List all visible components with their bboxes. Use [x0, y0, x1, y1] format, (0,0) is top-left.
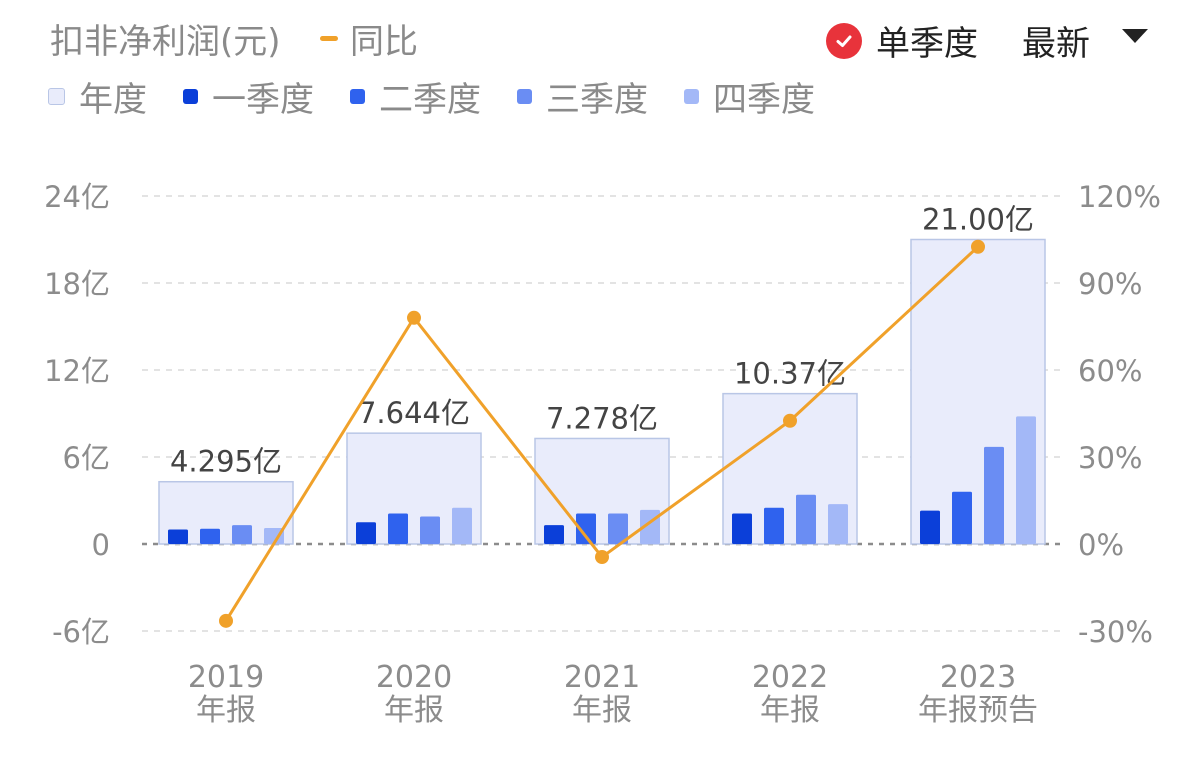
- legend-item-q1[interactable]: 一季度: [183, 72, 314, 121]
- metric-title: 扣非净利润(元): [50, 22, 281, 62]
- legend-label-q1: 一季度: [212, 80, 314, 120]
- legend-item-q4[interactable]: 四季度: [684, 72, 815, 121]
- yoy-legend: 同比: [320, 14, 418, 63]
- yoy-point: [407, 310, 421, 325]
- annual-value-label: 7.644亿: [358, 396, 470, 430]
- legend-item-annual[interactable]: 年度: [48, 72, 147, 121]
- quarter-bar-4: [264, 528, 284, 544]
- legend-item-q2[interactable]: 二季度: [350, 72, 481, 121]
- legend-label-q4: 四季度: [713, 80, 815, 120]
- legend-label-q3: 三季度: [546, 80, 648, 120]
- legend-swatch-q1: [183, 89, 198, 104]
- y-right-tick-label: 120%: [1078, 180, 1161, 214]
- y-left-tick-label: 0: [92, 528, 110, 562]
- y-right-tick-label: 30%: [1078, 441, 1142, 475]
- x-tick-period: 年报: [384, 693, 444, 728]
- check-icon: [826, 22, 862, 59]
- latest-label: 最新: [1022, 24, 1090, 64]
- single-quarter-toggle[interactable]: 单季度: [826, 16, 978, 65]
- y-left-tick-label: 6亿: [63, 441, 110, 475]
- quarter-bar-2: [952, 491, 972, 544]
- quarter-bar-2: [200, 528, 220, 544]
- quarter-bar-4: [1016, 416, 1036, 544]
- quarter-bar-1: [168, 529, 188, 544]
- legend-swatch-annual: [48, 88, 65, 105]
- legend-swatch-q3: [517, 89, 532, 104]
- x-tick-period: 年报预告: [918, 693, 1038, 728]
- quarter-bar-3: [232, 525, 252, 544]
- yoy-point: [219, 613, 233, 628]
- y-left-tick-label: -6亿: [52, 615, 110, 649]
- quarter-bar-4: [452, 507, 472, 544]
- single-quarter-label: 单季度: [876, 24, 978, 64]
- yoy-point: [595, 550, 609, 565]
- quarter-bar-2: [388, 513, 408, 544]
- quarter-bar-1: [356, 522, 376, 544]
- x-tick-year: 2020: [376, 660, 452, 695]
- chart-svg: 24亿 18亿 12亿 6亿 0 -6亿 120% 90% 60% 30% 0% -30% 4.295亿…: [44, 180, 1161, 728]
- series-legend: 年度 一季度 二季度 三季度 四季度: [48, 72, 851, 121]
- line-dash-icon: [320, 36, 338, 41]
- y-right-tick-label: -30%: [1078, 615, 1153, 649]
- yoy-point: [971, 239, 985, 254]
- y-left-tick-label: 24亿: [44, 180, 110, 214]
- quarter-bar-1: [732, 513, 752, 544]
- quarter-bar-3: [796, 494, 816, 544]
- x-tick-year: 2023: [940, 660, 1016, 695]
- x-tick-year: 2022: [752, 660, 828, 695]
- quarter-bar-3: [984, 446, 1004, 544]
- x-tick-year: 2021: [564, 660, 640, 695]
- annual-value-label: 7.278亿: [546, 401, 658, 435]
- chart-header: 扣非净利润(元) 同比 单季度 最新: [0, 0, 1200, 70]
- y-right-tick-label: 0%: [1078, 528, 1124, 562]
- yoy-legend-label: 同比: [350, 22, 418, 62]
- caret-down-icon: [1122, 28, 1148, 43]
- y-left-tick-label: 18亿: [44, 267, 110, 301]
- y-left-tick-label: 12亿: [44, 354, 110, 388]
- annual-value-label: 21.00亿: [922, 203, 1034, 237]
- quarter-bar-4: [828, 504, 848, 544]
- x-tick-period: 年报: [572, 693, 632, 728]
- x-tick-year: 2019: [188, 660, 264, 695]
- quarter-bar-1: [920, 510, 940, 544]
- legend-item-q3[interactable]: 三季度: [517, 72, 648, 121]
- legend-label-q2: 二季度: [379, 80, 481, 120]
- quarter-bar-3: [420, 516, 440, 544]
- latest-dropdown[interactable]: 最新: [1022, 16, 1148, 65]
- y-right-tick-label: 60%: [1078, 354, 1142, 388]
- y-right-tick-label: 90%: [1078, 267, 1142, 301]
- legend-swatch-q2: [350, 89, 365, 104]
- annual-value-label: 4.295亿: [170, 445, 282, 479]
- yoy-point: [783, 413, 797, 428]
- quarter-bar-2: [576, 513, 596, 544]
- quarter-bar-1: [544, 525, 564, 544]
- quarter-bar-3: [608, 513, 628, 544]
- chart-area: 24亿 18亿 12亿 6亿 0 -6亿 120% 90% 60% 30% 0% -30% 4.295亿…: [0, 150, 1200, 778]
- legend-swatch-q4: [684, 89, 699, 104]
- quarter-bar-2: [764, 507, 784, 544]
- x-tick-period: 年报: [760, 693, 820, 728]
- x-tick-period: 年报: [196, 693, 256, 728]
- legend-label-annual: 年度: [79, 80, 147, 120]
